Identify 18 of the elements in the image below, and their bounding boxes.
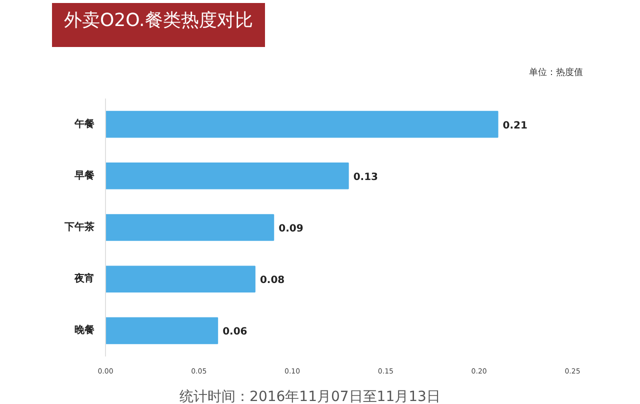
data-label: 0.08 <box>260 275 285 286</box>
data-label: 0.06 <box>222 326 248 338</box>
bar <box>106 266 256 292</box>
data-label: 0.13 <box>353 172 378 183</box>
text: 统计时间：2016年11月07日至11月13日 <box>180 388 440 404</box>
bar <box>106 214 274 241</box>
y-tick-label: 午餐 <box>74 118 94 130</box>
y-tick-label: 下午茶 <box>64 221 94 233</box>
bar <box>106 110 498 138</box>
data-label: 0.09 <box>278 224 304 234</box>
y-tick-label: 早餐 <box>74 169 94 182</box>
y-tick-label: 夜宵 <box>74 272 94 285</box>
data-label: 0.21 <box>502 120 528 132</box>
bar <box>106 317 218 344</box>
y-tick-label: 晚餐 <box>74 324 94 336</box>
text: 单位：热度值 <box>529 67 583 80</box>
chart-title: 外卖O2O.餐类热度对比 <box>64 9 253 33</box>
bar <box>106 162 349 190</box>
